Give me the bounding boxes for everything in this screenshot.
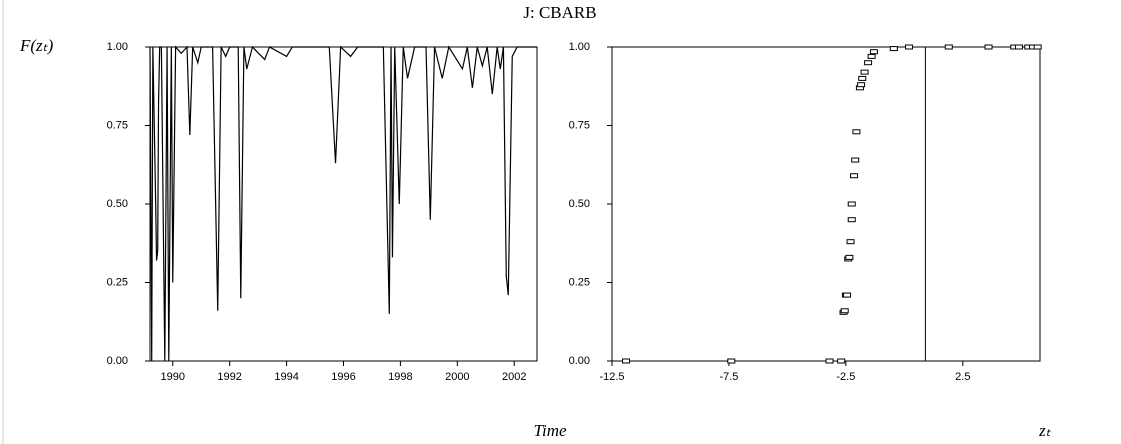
y-axis-label: F(zₜ) [19,36,54,55]
x-tick-label: -7.5 [719,371,738,383]
point [825,358,834,364]
point [845,254,854,260]
x-tick-label: 1990 [161,371,185,383]
y-tick-label: 0.25 [569,276,590,288]
point [847,217,856,223]
point [889,46,898,52]
x-tick-label: 1994 [274,371,298,383]
y-tick-label: 0.00 [569,355,590,367]
point [864,60,873,66]
y-tick-label: 0.25 [107,276,128,288]
point [858,75,867,81]
point [867,53,876,59]
x-tick-label: 2002 [502,371,526,383]
point [850,173,859,179]
point [843,292,852,298]
point [905,44,914,50]
plot-frame [149,46,538,362]
y-tick-label: 0.50 [569,198,590,210]
point [869,49,878,55]
x-tick-label: -2.5 [836,371,855,383]
point [1033,44,1042,50]
x-tick-label: 2000 [445,371,469,383]
plot-frame [611,46,1041,362]
point [851,157,860,163]
point [847,201,856,207]
point [840,308,849,314]
x-tick-label: -12.5 [599,371,624,383]
x-tick-label: 1998 [388,371,412,383]
y-tick-label: 0.75 [107,119,128,131]
x-axis-label: Time [533,421,567,440]
line [149,45,537,362]
point [622,358,631,364]
point [846,239,855,245]
point [1014,44,1023,50]
point [852,129,861,135]
point [984,44,993,50]
x-tick-label: 1992 [217,371,241,383]
point [727,358,736,364]
y-tick-label: 0.00 [107,355,128,367]
point [837,358,846,364]
y-tick-label: 1.00 [107,41,128,53]
x-tick-label: 1996 [331,371,355,383]
y-tick-label: 0.50 [107,198,128,210]
x-tick-label: 2.5 [955,371,970,383]
x-axis-label: zₜ [1038,421,1052,440]
y-tick-label: 0.75 [569,119,590,131]
y-tick-label: 1.00 [569,41,590,53]
chart-title: J: CBARB [523,3,596,22]
point [857,82,866,88]
point [944,44,953,50]
point [860,69,869,75]
